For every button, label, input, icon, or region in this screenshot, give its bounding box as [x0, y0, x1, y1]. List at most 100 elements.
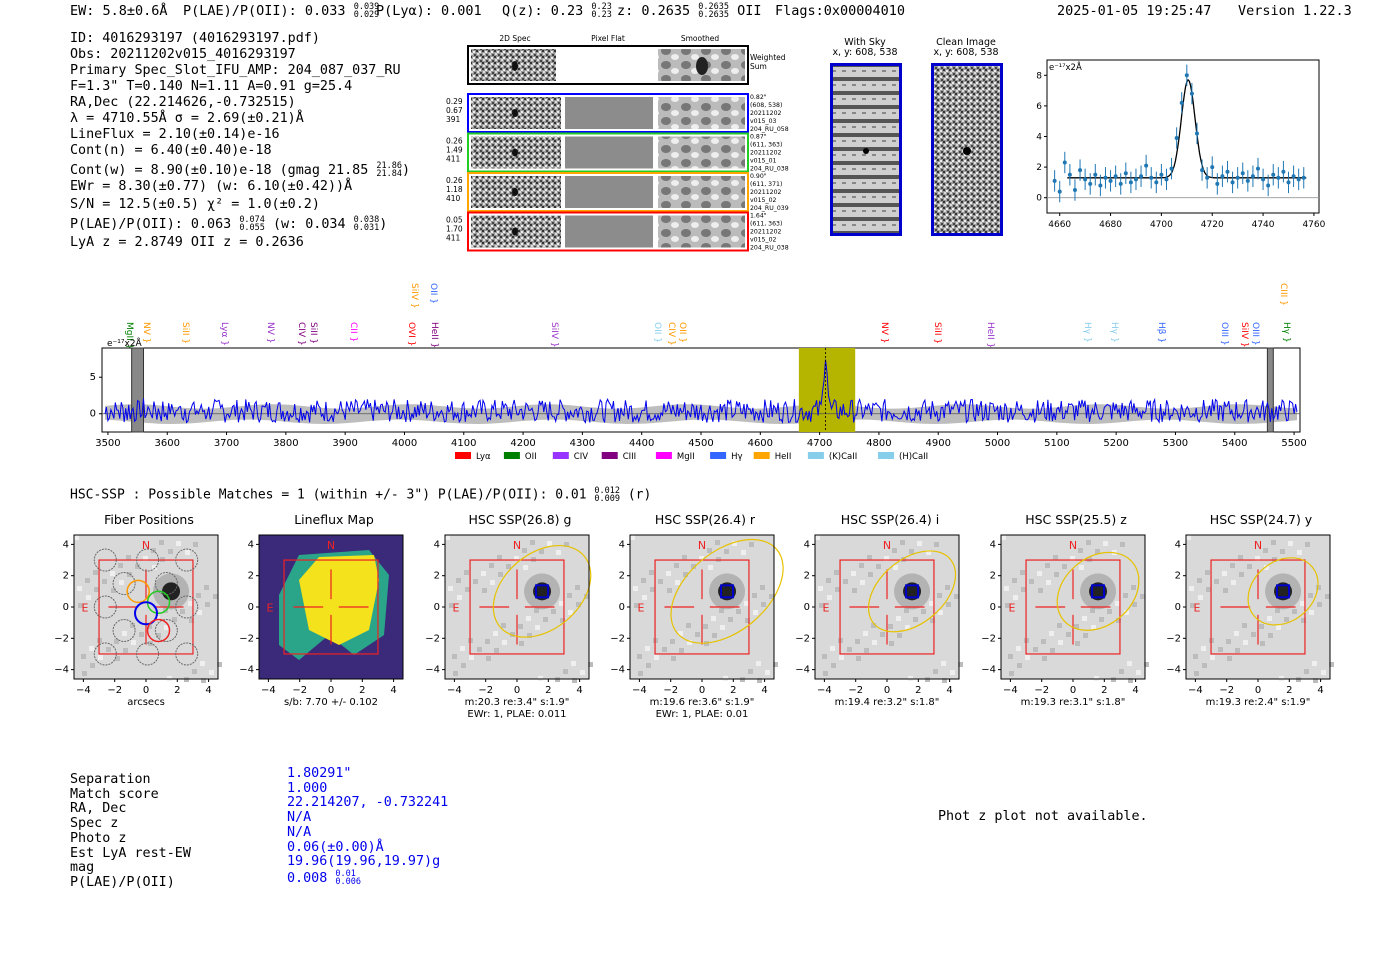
- hsc-noise-pixel: [649, 570, 654, 575]
- hsc-noise-pixel: [1255, 556, 1260, 561]
- hsc-noise-pixel: [514, 556, 519, 561]
- cutout-smoothed: [658, 215, 745, 248]
- hsc-ytick-label: 0: [990, 602, 996, 613]
- cutout-row-stat: 391: [446, 115, 461, 124]
- legend-swatch: [503, 452, 520, 459]
- hsc-noise-pixel: [82, 671, 87, 676]
- spectrum-xtick-label: 4100: [451, 438, 476, 449]
- hsc-xtick-label: 4: [205, 685, 211, 696]
- hsc-noise-pixel: [197, 610, 202, 615]
- cutout-source: [512, 227, 518, 236]
- hsc-ytick-label: 2: [990, 571, 996, 582]
- zoom-data-point: [1052, 178, 1057, 183]
- hsc-noise-pixel: [745, 618, 750, 623]
- hsc-galaxy-core: [1089, 582, 1108, 601]
- hsc-noise-pixel: [449, 603, 454, 608]
- hsc-noise-pixel: [633, 586, 638, 591]
- hsc-noise-pixel: [1308, 593, 1313, 598]
- hsc-noise-pixel: [477, 647, 482, 652]
- match-values: 1.80291" 1.000 22.214207, -0.732241 N/A …: [287, 766, 448, 887]
- hsc-noise-pixel: [122, 631, 127, 636]
- svg-text:Sum: Sum: [750, 62, 767, 71]
- hsc-noise-pixel: [143, 556, 148, 561]
- hsc-xtick-label: −4: [261, 685, 276, 696]
- detection-info: ID: 4016293197 (4016293197.pdf) Obs: 202…: [70, 31, 410, 251]
- info-primary: Primary Spec_Slot_IFU_AMP: 204_087_037_R…: [70, 63, 401, 78]
- hsc-xtick-label: 4: [1317, 685, 1323, 696]
- match-value: 0.06(±0.00)Å: [287, 839, 384, 855]
- hsc-noise-pixel: [1144, 662, 1149, 667]
- hsc-ytick-label: 4: [63, 539, 69, 550]
- header-z: z: 0.2635 0.2635 0.2635 OII: [617, 2, 762, 20]
- cutout-row-stat: 1.70: [446, 225, 463, 234]
- cutout-row-meta: 20211202: [750, 229, 782, 236]
- hsc-noise-pixel: [938, 610, 943, 615]
- hsc-ytick-label: 2: [63, 571, 69, 582]
- cutout-col-smoothed: Smoothed: [681, 34, 720, 43]
- hsc-galaxy-core: [903, 582, 922, 601]
- legend-label: HeII: [775, 452, 792, 462]
- hsc-noise-pixel: [501, 623, 506, 628]
- hsc-xtick-label: −2: [478, 685, 493, 696]
- hsc-noise-pixel: [765, 670, 770, 675]
- hsc-xtick-label: 2: [174, 685, 180, 696]
- hsc-noise-pixel: [1082, 616, 1087, 621]
- zoom-ytick-label: 4: [1036, 133, 1042, 143]
- cutout-source: [512, 188, 518, 196]
- zoom-data-point: [1230, 180, 1235, 185]
- zoom-line-plot: e⁻¹⁷x2Å 4660 4680 4700 4720 4740 4760 0 2 4 6 8: [1036, 58, 1333, 230]
- hsc-noise-pixel: [1251, 632, 1256, 637]
- cutout-row-stat: 410: [446, 194, 461, 203]
- hsc-noise-pixel: [130, 623, 135, 628]
- zoom-data-point: [1235, 175, 1240, 180]
- hsc-noise-pixel: [872, 640, 877, 645]
- hsc-panel: Lineflux Map N E −4 4 −2 2 0 0 2 −2 4 −4 s/b: 7.70 +/…: [229, 512, 439, 731]
- hsc-noise-pixel: [715, 540, 720, 545]
- hsc-noise-pixel: [847, 647, 852, 652]
- legend-swatch: [455, 452, 471, 459]
- fiber-circle-red: [146, 618, 171, 643]
- cutout-row-meta: 0.90": [750, 173, 767, 180]
- search-box: [98, 559, 194, 655]
- hsc-noise-pixel: [494, 648, 499, 653]
- compass-north: N: [513, 539, 521, 552]
- legend-swatch: [552, 452, 569, 459]
- match-marker: [905, 584, 920, 599]
- zoom-data-point: [1067, 172, 1072, 177]
- hsc-header: HSC-SSP : Possible Matches = 1 (within +…: [70, 486, 652, 504]
- spectrum-xtick-label: 3700: [214, 438, 239, 449]
- hsc-noise-pixel: [876, 564, 881, 569]
- zoom-ylabel: e⁻¹⁷x2Å: [1049, 61, 1082, 73]
- hsc-noise-pixel: [1276, 625, 1281, 630]
- zoom-data-point: [1301, 175, 1306, 180]
- hsc-noise-pixel: [864, 648, 869, 653]
- hsc-noise-pixel: [945, 585, 950, 590]
- cutout-row-meta: (611, 371): [750, 181, 782, 188]
- hsc-noise-pixel: [567, 593, 572, 598]
- compass-north: N: [1254, 539, 1262, 552]
- legend-label: (H)CaII: [899, 452, 928, 462]
- hsc-noise-pixel: [666, 571, 671, 576]
- hsc-noise-pixel: [90, 663, 95, 668]
- hsc-noise-pixel: [1230, 563, 1235, 568]
- hsc-noise-pixel: [893, 565, 898, 570]
- spectrum-line-label: Lyα }: [219, 322, 229, 346]
- hsc-noise-pixel: [575, 585, 580, 590]
- hsc-noise-pixel: [930, 618, 935, 623]
- photz-unavailable: Phot z plot not available.: [938, 809, 1148, 824]
- hsc-noise-pixel: [815, 535, 820, 540]
- fiber-circle: [154, 572, 178, 596]
- hsc-noise-pixel: [889, 641, 894, 646]
- hsc-noise-pixel: [188, 601, 193, 606]
- spectrum-line-label: NV }: [265, 322, 275, 343]
- hsc-noise-pixel: [859, 563, 864, 568]
- hsc-noise-pixel: [1198, 595, 1203, 600]
- hsc-noise-pixel: [1103, 541, 1108, 546]
- match-label: RA, Dec: [70, 801, 127, 817]
- hsc-noise-pixel: [946, 602, 951, 607]
- hsc-noise-pixel: [761, 602, 766, 607]
- hsc-noise-pixel: [510, 632, 515, 637]
- header-qz: Q(z): 0.23 0.23 0.23: [502, 2, 612, 20]
- hsc-noise-pixel: [164, 625, 169, 630]
